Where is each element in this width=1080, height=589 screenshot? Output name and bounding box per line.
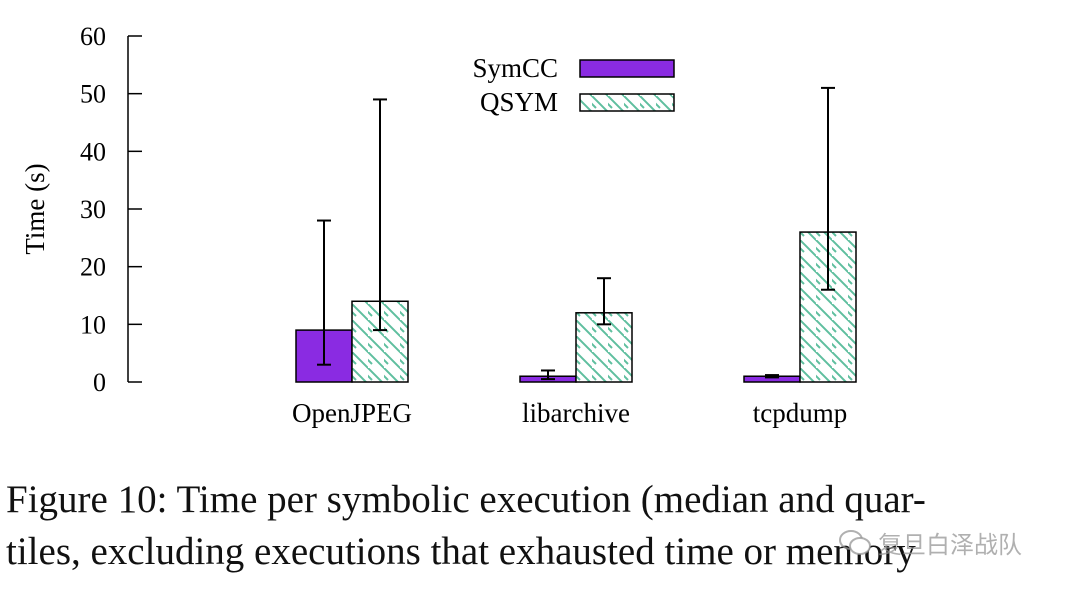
legend: SymCC QSYM: [472, 53, 675, 117]
category-label: libarchive: [522, 398, 630, 428]
y-tick-label: 60: [80, 22, 106, 51]
y-tick-label: 50: [80, 80, 106, 109]
bars-group: [295, 86, 857, 383]
y-tick-label: 20: [80, 253, 106, 282]
y-axis: 0 10 20 30 40 50 60: [80, 22, 142, 397]
y-tick-label: 30: [80, 195, 106, 224]
y-axis-label: Time (s): [20, 163, 50, 254]
wechat-icon: [839, 529, 871, 555]
legend-label: QSYM: [480, 87, 558, 117]
y-tick-label: 40: [80, 137, 106, 166]
y-tick-label: 0: [93, 368, 106, 397]
watermark: 复旦白泽战队: [838, 525, 1022, 560]
category-label: OpenJPEG: [292, 398, 412, 428]
category-label: tcpdump: [753, 398, 848, 428]
legend-swatch: [579, 59, 675, 78]
caption-line-1: Figure 10: Time per symbolic execution (…: [6, 478, 926, 521]
legend-swatch: [579, 93, 675, 112]
caption-line-2: tiles, excluding executions that exhaust…: [6, 530, 916, 573]
legend-label: SymCC: [472, 53, 558, 83]
y-tick-label: 10: [80, 310, 106, 339]
figure-caption: Figure 10: Time per symbolic execution (…: [6, 474, 1078, 578]
category-labels: OpenJPEG libarchive tcpdump: [292, 398, 847, 428]
watermark-text: 复旦白泽战队: [878, 531, 1022, 559]
